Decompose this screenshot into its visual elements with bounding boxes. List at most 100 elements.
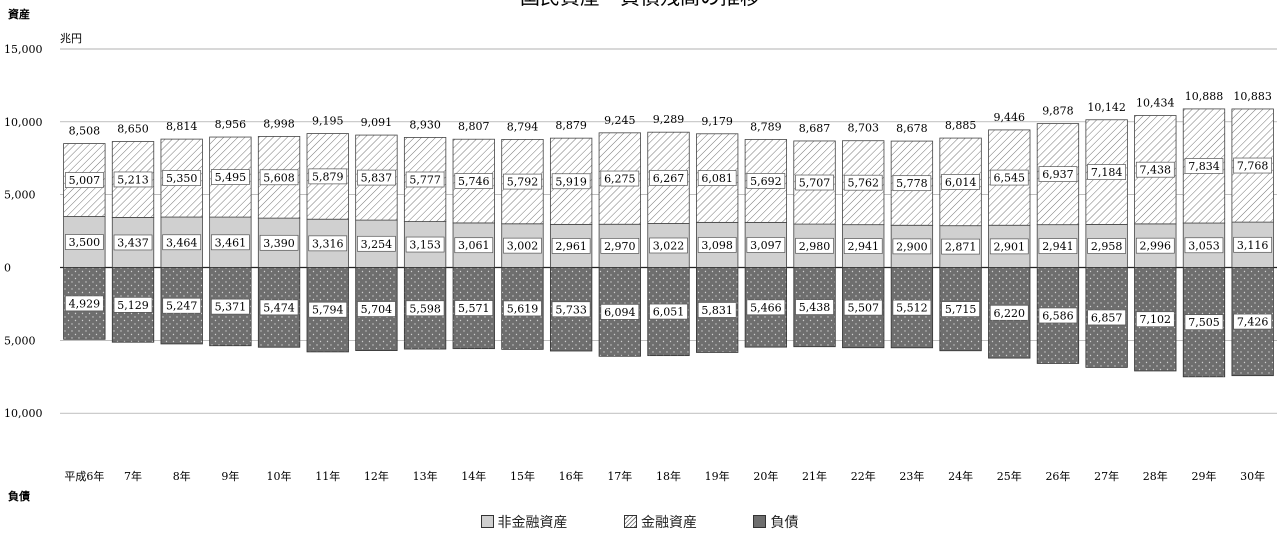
y-tick-label: 5,000 [4,189,36,202]
legend-item-financial: 金融資産 [624,512,697,532]
data-label-financial: 6,081 [701,172,733,185]
data-label-liabilities-box [162,297,202,314]
data-label-financial-box [697,170,737,186]
total-label: 8,814 [166,120,198,133]
data-label-nonfinancial-box [1087,238,1126,254]
data-label-nonfinancial-box [600,238,640,254]
data-label-financial: 5,495 [215,171,247,184]
total-label: 9,289 [653,113,685,126]
x-tick-label: 12年 [364,469,389,483]
data-label-liabilities-box [941,301,980,317]
legend: 非金融資産 金融資産 負債 [0,512,1279,532]
data-label-financial-box [113,171,153,188]
data-label-nonfinancial: 3,464 [166,236,198,249]
data-label-nonfinancial-box [892,238,932,255]
data-label-liabilities-box [892,299,932,316]
data-label-financial: 5,707 [799,177,831,190]
legend-item-nonfinancial: 非金融資産 [480,512,568,532]
data-label-nonfinancial: 2,958 [1091,240,1123,253]
legend-label-nonfinancial: 非金融資産 [497,515,568,531]
data-label-financial-box [405,171,445,188]
data-label-liabilities: 7,102 [1140,313,1172,326]
data-label-nonfinancial-box [1135,237,1175,254]
data-label-nonfinancial-box [405,236,445,253]
total-label: 8,789 [750,120,782,133]
data-label-liabilities: 5,129 [117,299,149,312]
data-label-liabilities: 5,715 [945,303,977,316]
data-label-liabilities: 5,619 [507,302,539,315]
data-label-liabilities: 5,831 [701,304,733,317]
data-label-liabilities: 5,247 [166,300,198,313]
data-label-nonfinancial: 3,500 [69,236,101,249]
data-label-liabilities: 5,466 [750,301,782,314]
data-label-financial-box [1233,157,1273,174]
x-tick-label: 23年 [899,469,924,483]
data-label-nonfinancial: 2,941 [1042,240,1074,253]
data-label-liabilities-box [697,302,737,318]
data-label-financial-box [746,173,786,189]
data-label-liabilities: 5,598 [409,302,441,315]
data-label-financial-box [454,173,494,189]
data-label-financial: 6,267 [653,172,685,185]
x-tick-label: 8年 [173,469,191,483]
total-label: 9,878 [1042,105,1074,118]
data-label-liabilities: 5,371 [215,301,247,314]
data-label-nonfinancial-box [843,238,883,254]
x-tick-label: 30年 [1240,469,1265,483]
data-label-liabilities: 5,733 [555,303,587,316]
legend-label-liabilities: 負債 [770,515,799,531]
x-tick-label: 25年 [997,469,1022,483]
data-label-liabilities: 6,586 [1042,309,1074,322]
data-label-financial: 5,692 [750,175,782,188]
data-label-financial-box [843,174,883,191]
data-label-nonfinancial: 3,316 [312,237,344,250]
data-label-financial-box [357,169,396,186]
data-label-liabilities: 5,507 [847,302,879,315]
data-label-financial-box [211,169,250,185]
data-label-financial: 6,275 [604,173,636,186]
data-label-financial: 5,777 [409,173,441,186]
data-label-nonfinancial: 3,254 [361,238,393,251]
data-label-liabilities-box [113,297,153,313]
data-label-nonfinancial: 2,941 [847,240,879,253]
unit-label: 兆円 [60,32,82,45]
data-label-financial: 5,837 [361,172,393,185]
data-label-financial: 6,014 [945,176,977,189]
data-label-financial-box [1135,161,1175,178]
x-tick-label: 22年 [851,469,876,483]
data-label-nonfinancial-box [259,234,299,251]
data-label-liabilities-box [795,299,834,315]
total-label: 10,888 [1185,90,1224,103]
x-tick-label: 19年 [705,469,730,483]
data-label-financial: 5,778 [896,177,928,190]
data-label-liabilities-box [1087,309,1126,326]
legend-label-financial: 金融資産 [641,515,697,531]
x-tick-label: 7年 [124,469,142,483]
data-label-liabilities-box [989,304,1029,321]
data-label-financial-box [1184,158,1224,174]
x-tick-label: 28年 [1143,469,1168,483]
data-label-liabilities: 6,051 [653,306,685,319]
total-label: 8,956 [215,118,247,131]
data-label-nonfinancial-box [64,234,104,250]
data-label-financial-box [503,173,542,190]
data-label-nonfinancial-box [649,237,688,254]
data-label-nonfinancial: 3,461 [215,236,247,249]
data-label-liabilities: 5,474 [263,301,295,314]
data-label-liabilities-box [308,301,348,318]
data-label-liabilities: 6,857 [1091,311,1123,324]
data-label-nonfinancial-box [1233,236,1273,253]
data-label-financial: 7,438 [1140,164,1172,177]
data-label-financial: 7,768 [1237,160,1269,173]
x-tick-label: 26年 [1045,469,1070,483]
data-label-nonfinancial: 3,061 [458,239,490,252]
total-label: 8,687 [799,122,831,135]
data-label-liabilities-box [1233,313,1273,330]
data-label-nonfinancial-box [1038,238,1078,254]
data-label-liabilities-box [551,301,591,318]
x-tick-label: 29年 [1191,469,1216,483]
liabilities-axis-label: 負債 [8,489,30,503]
data-label-financial-box [64,172,104,188]
data-label-financial-box [941,174,980,190]
total-label: 8,508 [69,125,101,138]
